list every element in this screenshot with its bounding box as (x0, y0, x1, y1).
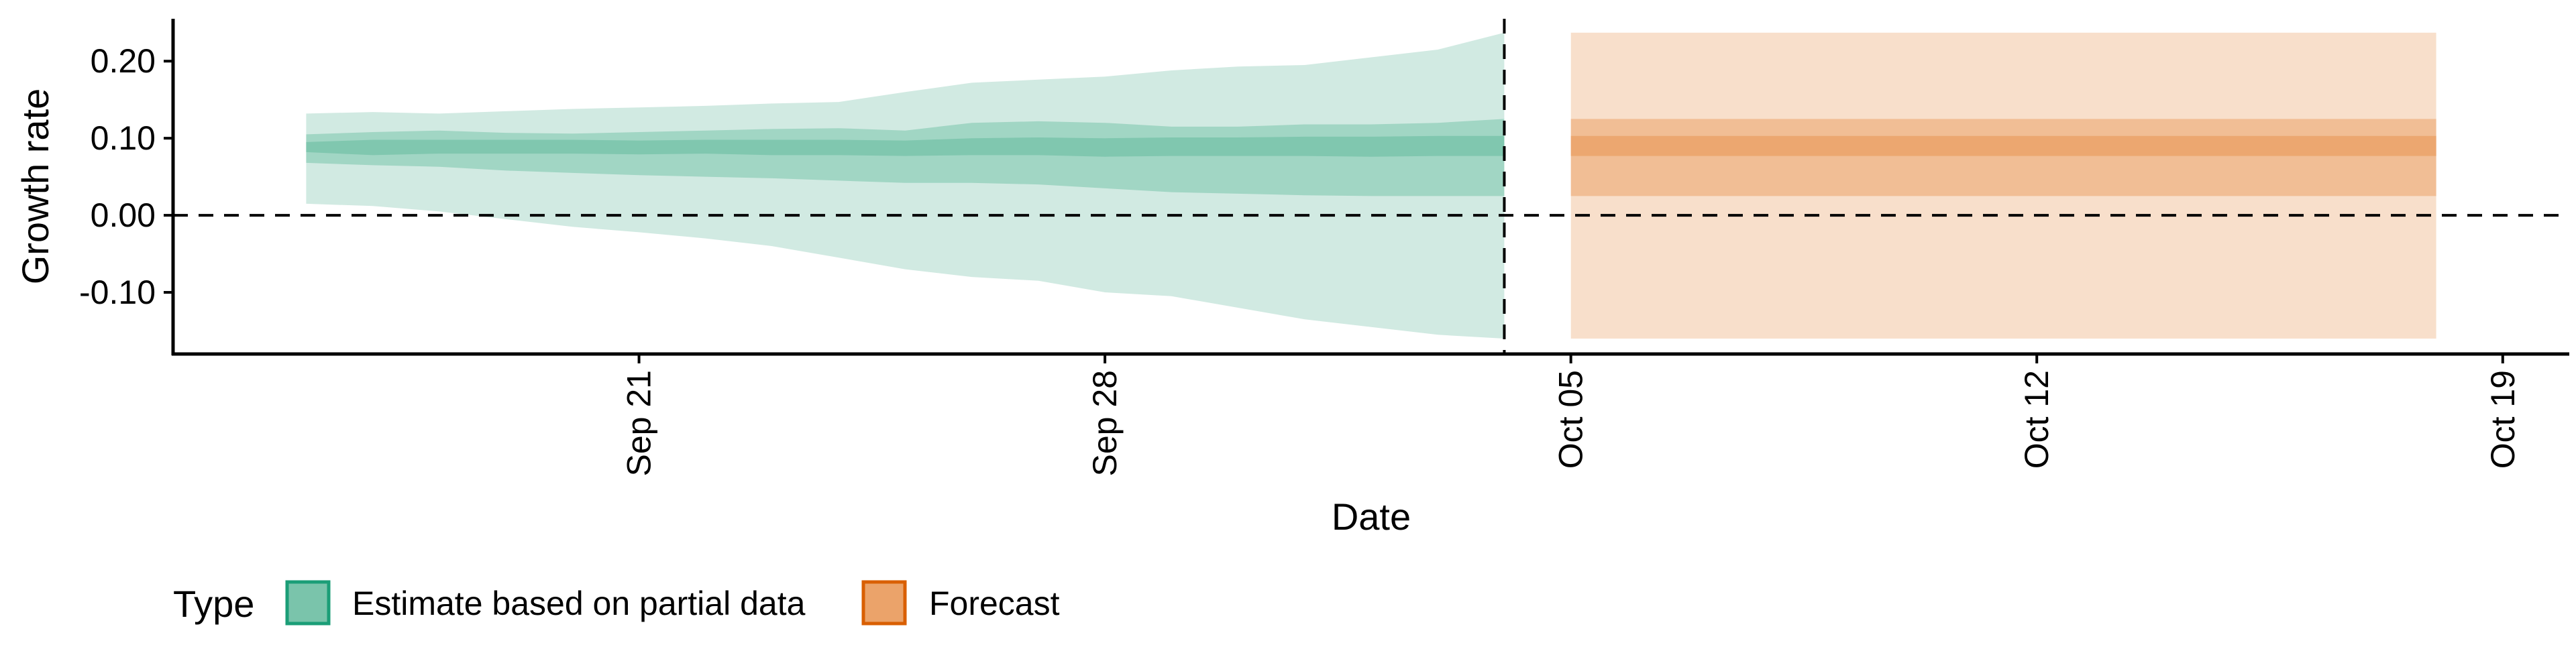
y-axis-title: Growth rate (14, 89, 56, 285)
legend-label-forecast: Forecast (929, 585, 1060, 622)
x-axis-title: Date (1332, 495, 1411, 538)
reference-lines (173, 19, 2569, 354)
y-tick-label: -0.10 (79, 274, 156, 311)
legend-title: Type (173, 583, 254, 625)
forecast-band-20 (1570, 135, 2436, 156)
x-tick-label: Sep 21 (621, 370, 658, 476)
x-axis-ticks: Sep 21 Sep 28 Oct 05 Oct 12 Oct 19 (621, 354, 2522, 476)
y-tick-label: 0.10 (91, 119, 156, 157)
x-tick-label: Oct 05 (1552, 370, 1590, 469)
y-tick-label: 0.00 (91, 196, 156, 234)
estimate-band-20 (306, 135, 1505, 157)
legend-label-estimate: Estimate based on partial data (352, 585, 806, 622)
legend-key-forecast (861, 580, 907, 626)
y-tick-label: 0.20 (91, 42, 156, 80)
y-axis-ticks: -0.10 0.00 0.10 0.20 (79, 42, 173, 311)
x-tick-label: Oct 12 (2018, 370, 2055, 469)
ribbon-layer (306, 32, 2436, 339)
legend: Type Estimate based on partial data Fore… (173, 580, 1060, 626)
legend-key-estimate (285, 580, 331, 626)
estimate-band-90 (306, 32, 1505, 339)
x-tick-label: Sep 28 (1086, 370, 1124, 476)
x-tick-label: Oct 19 (2484, 370, 2522, 469)
forecast-band-50 (1570, 119, 2436, 196)
axes (171, 19, 2569, 356)
